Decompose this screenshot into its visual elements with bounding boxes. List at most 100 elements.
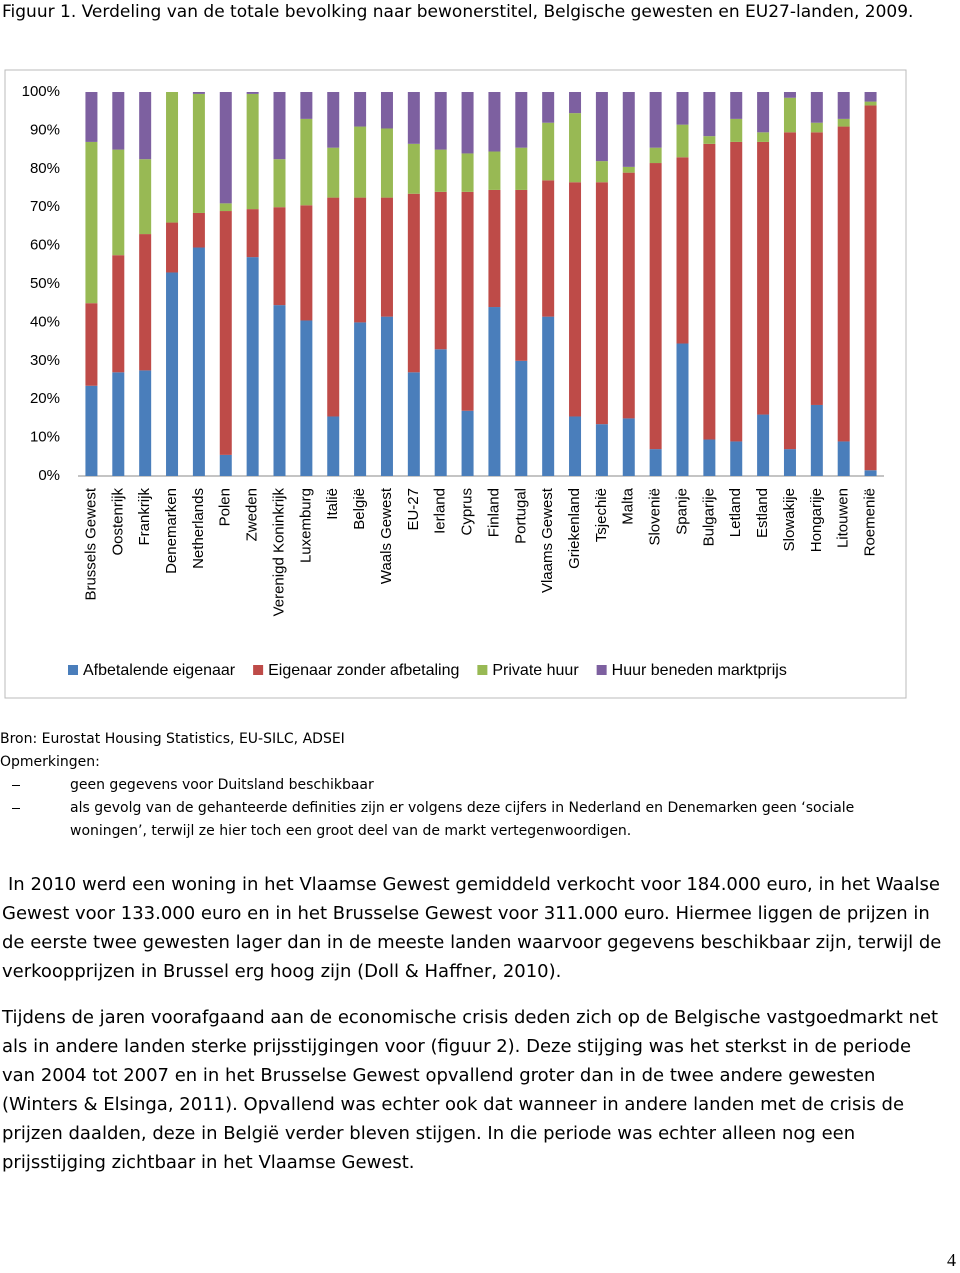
x-tick-label: Letland — [727, 488, 744, 537]
bar-segment — [219, 211, 232, 455]
x-tick-label: Oostenrijk — [109, 488, 126, 556]
bar-segment — [542, 122, 555, 181]
paragraph: Tijdens de jaren voorafgaand aan de econ… — [2, 1007, 939, 1173]
x-tick-label: Slovenië — [647, 488, 664, 546]
bar-segment — [595, 92, 608, 162]
bar-segment — [192, 93, 205, 213]
bar-segment — [676, 92, 689, 125]
bar-segment — [300, 320, 313, 476]
bar-segment — [757, 141, 770, 415]
legend-label: Private huur — [492, 662, 579, 679]
figure-title: Figuur 1. Verdeling van de totale bevolk… — [2, 2, 914, 22]
bar-segment — [810, 404, 823, 476]
bar-segment — [327, 197, 340, 417]
x-tick-label: Verenigd Koninkrijk — [270, 488, 287, 617]
bar-segment — [783, 132, 796, 450]
x-tick-label: Hongarije — [808, 488, 825, 552]
y-tick-label: 100% — [22, 83, 60, 100]
bar-segment — [703, 136, 716, 144]
x-tick-label: Estland — [754, 488, 771, 538]
x-tick-label: België — [351, 488, 368, 530]
bar-segment — [649, 163, 662, 450]
bar-segment — [757, 414, 770, 476]
note-item: als gevolg van de gehanteerde definities… — [0, 797, 920, 843]
bar-segment — [246, 209, 259, 258]
bar-segment — [192, 212, 205, 248]
bar-segment — [515, 92, 528, 148]
bar-segment — [166, 92, 179, 223]
x-tick-label: Tsjechië — [593, 488, 610, 542]
bar-segment — [434, 191, 447, 350]
bar-segment — [380, 128, 393, 198]
bar-segment — [166, 222, 179, 273]
x-tick-label: Zweden — [244, 488, 261, 541]
bar-segment — [810, 92, 823, 123]
bar-segment — [542, 92, 555, 123]
bar-segment — [542, 316, 555, 476]
bar-segment — [273, 207, 286, 306]
bar-segment — [730, 92, 743, 119]
bar-segment — [85, 92, 98, 142]
bar-segment — [649, 92, 662, 148]
page-number: 4 — [947, 1250, 956, 1270]
x-tick-label: Malta — [620, 487, 637, 524]
bar-segment — [407, 372, 420, 476]
bar-segment — [515, 360, 528, 476]
bar-segment — [864, 92, 877, 102]
chart-frame — [4, 69, 907, 699]
x-tick-label: Frankrijk — [136, 488, 153, 546]
x-tick-label: Brussels Gewest — [82, 487, 99, 600]
bar-segment — [837, 126, 850, 442]
x-tick-label: Italië — [324, 488, 341, 520]
bar-segment — [112, 372, 125, 476]
x-tick-label: Polen — [217, 488, 234, 526]
bar-segment — [569, 182, 582, 417]
bar-segment — [461, 92, 474, 154]
bar-segment — [783, 97, 796, 133]
legend-swatch — [253, 665, 264, 675]
bar-segment — [85, 303, 98, 386]
x-tick-label: Denemarken — [163, 488, 180, 574]
bar-segment — [246, 257, 259, 476]
x-tick-label: Luxemburg — [297, 488, 314, 563]
x-tick-label: Cyprus — [459, 488, 476, 536]
bar-segment — [112, 92, 125, 150]
bar-segment — [783, 449, 796, 476]
x-tick-label: Ierland — [432, 488, 449, 534]
legend-swatch — [477, 665, 488, 675]
bar-segment — [219, 92, 232, 204]
bar-segment — [730, 118, 743, 142]
note-item: geen gegevens voor Duitsland beschikbaar — [0, 774, 920, 797]
bar-segment — [488, 189, 501, 308]
y-tick-label: 60% — [30, 237, 60, 254]
bar-segment — [676, 157, 689, 344]
bar-segment — [219, 203, 232, 212]
bar-segment — [488, 151, 501, 190]
bar-segment — [407, 143, 420, 194]
bar-segment — [85, 141, 98, 304]
bar-segment — [300, 92, 313, 119]
bar-segment — [569, 416, 582, 476]
bar-segment — [461, 410, 474, 476]
bar-segment — [488, 92, 501, 152]
bar-segment — [810, 132, 823, 405]
notes-heading: Opmerkingen: — [0, 754, 100, 770]
bar-segment — [810, 122, 823, 133]
bar-segment — [864, 105, 877, 471]
bar-segment — [354, 197, 367, 323]
body-text: In 2010 werd een woning in het Vlaamse G… — [2, 870, 942, 1194]
bar-segment — [434, 92, 447, 150]
x-tick-label: Netherlands — [190, 488, 207, 569]
y-tick-label: 70% — [30, 198, 60, 215]
bar-segment — [112, 149, 125, 256]
bar-segment — [273, 159, 286, 208]
bar-segment — [649, 147, 662, 164]
bar-segment — [112, 255, 125, 373]
bar-segment — [595, 161, 608, 183]
bar-segment — [864, 470, 877, 476]
bar-segment — [757, 92, 770, 133]
y-tick-label: 90% — [30, 121, 60, 138]
legend-label: Eigenaar zonder afbetaling — [268, 662, 459, 679]
bar-segment — [139, 234, 152, 371]
